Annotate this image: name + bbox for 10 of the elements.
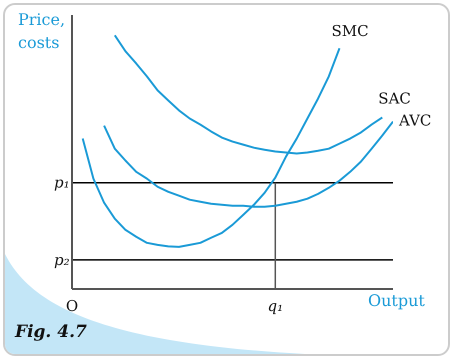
x-tick-label: q₁ bbox=[267, 297, 284, 315]
y-axis-title: Price, costs bbox=[18, 9, 66, 54]
series-label: SAC bbox=[378, 89, 411, 108]
caption: Fig. 4.7 bbox=[15, 322, 87, 342]
series-label: SMC bbox=[332, 22, 369, 40]
x-tick-label: O bbox=[66, 297, 78, 315]
series-label: AVC bbox=[398, 112, 432, 130]
ref-line-label: p₂ bbox=[54, 250, 70, 269]
ref-line-label: p₁ bbox=[54, 174, 70, 192]
x-axis-title: Output bbox=[368, 291, 425, 310]
